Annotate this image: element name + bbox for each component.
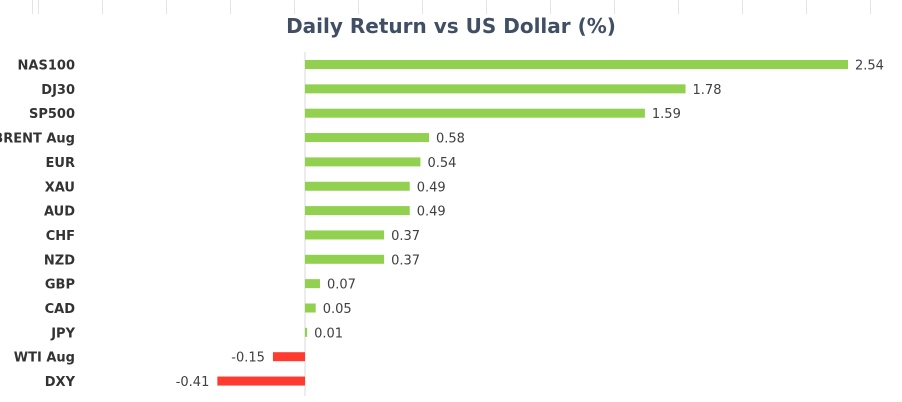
data-label: 0.07 — [327, 278, 356, 293]
category-label: DXY — [45, 375, 76, 390]
bar — [305, 157, 421, 167]
bar — [217, 376, 305, 386]
category-label: CHF — [46, 229, 75, 244]
data-label: 0.37 — [391, 253, 420, 268]
bar — [305, 108, 645, 118]
data-label: -0.15 — [231, 351, 265, 366]
category-label: WTI Aug — [14, 351, 75, 366]
category-label: EUR — [46, 156, 75, 171]
category-label: BRENT Aug — [0, 132, 75, 147]
chart-title: Daily Return vs US Dollar (%) — [286, 14, 616, 38]
category-label: AUD — [44, 205, 75, 220]
data-label: 0.54 — [427, 156, 456, 171]
category-label: NZD — [44, 253, 75, 268]
category-label: JPY — [50, 326, 75, 341]
bar — [305, 254, 385, 264]
bar — [305, 327, 308, 337]
bar — [305, 84, 686, 94]
data-label: 0.49 — [417, 180, 446, 195]
data-label: 0.05 — [323, 302, 352, 317]
category-label: CAD — [45, 302, 76, 317]
bar — [305, 60, 848, 69]
data-label: -0.41 — [176, 375, 210, 390]
category-label: DJ30 — [41, 83, 75, 98]
bar — [305, 206, 410, 216]
bar — [305, 181, 410, 191]
data-label: 0.58 — [436, 132, 465, 147]
bar — [305, 279, 320, 289]
bar — [272, 352, 305, 362]
bar — [305, 230, 385, 240]
data-label: 2.54 — [855, 59, 884, 74]
data-label: 0.01 — [314, 326, 343, 341]
data-label: 0.49 — [417, 205, 446, 220]
data-label: 1.59 — [652, 107, 681, 122]
data-label: 0.37 — [391, 229, 420, 244]
bar — [305, 133, 429, 143]
category-label: GBP — [45, 278, 75, 293]
category-label: SP500 — [29, 107, 75, 122]
data-label: 1.78 — [693, 83, 722, 98]
category-label: NAS100 — [18, 59, 75, 74]
category-label: XAU — [45, 180, 75, 195]
background-gridlines — [0, 0, 902, 14]
bar — [305, 303, 316, 313]
